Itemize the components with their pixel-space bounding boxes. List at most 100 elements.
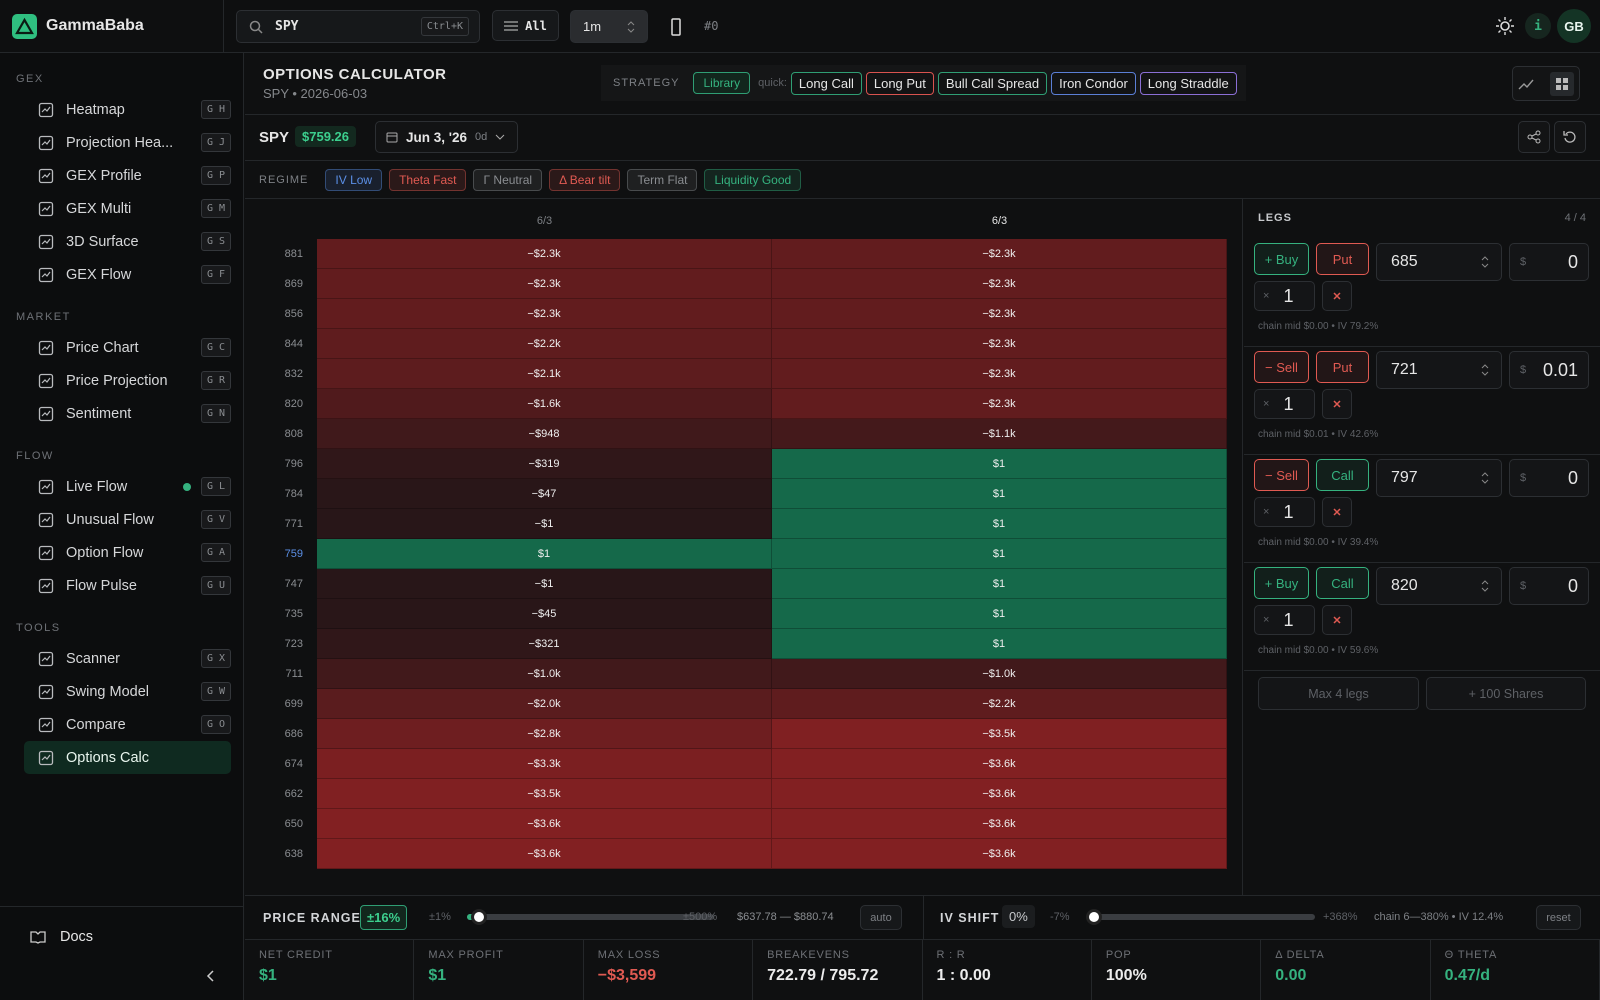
strike-label: 832 bbox=[284, 368, 303, 380]
leg-strike[interactable]: 797 bbox=[1376, 459, 1502, 497]
nav-item[interactable]: Projection Hea... G J bbox=[24, 126, 231, 159]
nav-item[interactable]: Price Projection G R bbox=[24, 364, 231, 397]
share-button[interactable] bbox=[1518, 121, 1550, 153]
heatmap-row: 759 $1 $1 bbox=[245, 539, 1239, 569]
leg-type[interactable]: Put bbox=[1316, 243, 1369, 275]
strike-label: 820 bbox=[284, 398, 303, 410]
docs-link[interactable]: Docs bbox=[30, 929, 93, 945]
nav-item[interactable]: GEX Multi G M bbox=[24, 192, 231, 225]
nav-icon bbox=[38, 201, 54, 216]
docs-icon bbox=[30, 931, 46, 944]
leg-type[interactable]: Put bbox=[1316, 351, 1369, 383]
price-prefix: $ bbox=[1520, 472, 1527, 484]
leg-price[interactable]: $0 bbox=[1509, 459, 1589, 497]
nav-item[interactable]: Live Flow G L bbox=[24, 470, 231, 503]
interval-select[interactable]: 1m bbox=[570, 10, 648, 43]
library-button[interactable]: Library bbox=[693, 72, 751, 94]
quick-strategy[interactable]: Bull Call Spread bbox=[937, 71, 1048, 95]
search-text: SPY bbox=[275, 19, 299, 34]
nav-item[interactable]: Option Flow G A bbox=[24, 536, 231, 569]
quick-strategy[interactable]: Long Call bbox=[790, 71, 862, 95]
stepper-icon bbox=[1481, 364, 1489, 376]
nav-item[interactable]: 3D Surface G S bbox=[24, 225, 231, 258]
nav-item[interactable]: GEX Profile G P bbox=[24, 159, 231, 192]
leg-qty[interactable]: × 1 bbox=[1254, 605, 1315, 635]
nav-icon bbox=[38, 545, 54, 560]
iv-shift-info: chain 6—380% • IV 12.4% bbox=[1374, 911, 1504, 923]
nav-icon bbox=[38, 578, 54, 593]
heatmap-cell: −$2.2k bbox=[772, 689, 1227, 719]
slider-knob[interactable] bbox=[471, 909, 487, 925]
remove-leg[interactable] bbox=[1322, 605, 1352, 635]
stat: Θ THETA 0.47/d bbox=[1431, 940, 1600, 1000]
stat-value: 0.00 bbox=[1275, 967, 1307, 984]
auto-button[interactable]: auto bbox=[860, 905, 902, 930]
nav-icon bbox=[38, 135, 54, 150]
quick-strategy[interactable]: Long Put bbox=[865, 71, 934, 95]
leg-side[interactable]: − Sell bbox=[1254, 459, 1309, 491]
slider-knob[interactable] bbox=[1086, 909, 1102, 925]
leg-price[interactable]: $0.01 bbox=[1509, 351, 1589, 389]
price-value: 0 bbox=[1567, 467, 1578, 488]
nav-item[interactable]: Scanner G X bbox=[24, 642, 231, 675]
expiry-select[interactable]: Jun 3, '26 0d bbox=[375, 121, 518, 153]
legs-count: 4 / 4 bbox=[1564, 212, 1586, 224]
remove-icon bbox=[1333, 292, 1341, 300]
max-legs-button[interactable]: Max 4 legs bbox=[1258, 677, 1419, 710]
leg-strike[interactable]: 820 bbox=[1376, 567, 1502, 605]
add-shares-button[interactable]: + 100 Shares bbox=[1426, 677, 1586, 710]
quick-strategy[interactable]: Iron Condor bbox=[1051, 71, 1136, 95]
reset-button[interactable] bbox=[1554, 121, 1586, 153]
nav-icon bbox=[38, 684, 54, 700]
heatmap-cell: −$45 bbox=[317, 599, 772, 629]
search-box[interactable]: SPY Ctrl+K bbox=[236, 10, 480, 43]
nav-item[interactable]: Heatmap G H bbox=[24, 93, 231, 126]
leg-qty[interactable]: × 1 bbox=[1254, 497, 1315, 527]
reset-iv-button[interactable]: reset bbox=[1536, 905, 1581, 930]
qty-prefix: × bbox=[1263, 614, 1270, 626]
nav-shortcut: G H bbox=[200, 100, 231, 119]
avatar[interactable]: GB bbox=[1557, 9, 1591, 43]
chart-view[interactable] bbox=[1518, 78, 1534, 90]
price-range-slider[interactable] bbox=[467, 909, 714, 925]
stat: MAX LOSS −$3,599 bbox=[584, 940, 754, 1000]
nav-item[interactable]: Compare G O bbox=[24, 708, 231, 741]
iv-shift-slider[interactable] bbox=[1086, 909, 1315, 925]
nav-item[interactable]: GEX Flow G F bbox=[24, 258, 231, 291]
leg-price[interactable]: $0 bbox=[1509, 243, 1589, 281]
leg-strike[interactable]: 721 bbox=[1376, 351, 1502, 389]
heatmap-cell: −$3.6k bbox=[772, 779, 1227, 809]
stat: BREAKEVENS 722.79 / 795.72 bbox=[753, 940, 923, 1000]
stepper bbox=[1481, 364, 1489, 376]
filter-button[interactable]: All bbox=[492, 10, 559, 41]
nav-item[interactable]: Price Chart G C bbox=[24, 331, 231, 364]
collapse-button[interactable] bbox=[206, 969, 216, 983]
nav-item[interactable]: Sentiment G N bbox=[24, 397, 231, 430]
heatmap-cell: −$3.6k bbox=[772, 839, 1227, 869]
leg-qty[interactable]: × 1 bbox=[1254, 281, 1315, 311]
nav-icon bbox=[38, 340, 54, 356]
quick-strategy[interactable]: Long Straddle bbox=[1139, 71, 1237, 95]
leg-strike[interactable]: 685 bbox=[1376, 243, 1502, 281]
leg-side[interactable]: + Buy bbox=[1254, 243, 1309, 275]
info-button[interactable]: i bbox=[1525, 13, 1551, 39]
layout-icon[interactable] bbox=[671, 18, 681, 36]
nav-item[interactable]: Unusual Flow G V bbox=[24, 503, 231, 536]
nav-item[interactable]: Swing Model G W bbox=[24, 675, 231, 708]
leg-price[interactable]: $0 bbox=[1509, 567, 1589, 605]
leg-side[interactable]: + Buy bbox=[1254, 567, 1309, 599]
leg-type[interactable]: Call bbox=[1316, 567, 1369, 599]
leg-side[interactable]: − Sell bbox=[1254, 351, 1309, 383]
remove-leg[interactable] bbox=[1322, 389, 1352, 419]
divider bbox=[0, 906, 243, 907]
theme-toggle[interactable] bbox=[1495, 16, 1515, 36]
stat: R : R 1 : 0.00 bbox=[923, 940, 1092, 1000]
remove-leg[interactable] bbox=[1322, 497, 1352, 527]
nav-icon bbox=[38, 267, 54, 283]
leg-qty[interactable]: × 1 bbox=[1254, 389, 1315, 419]
remove-leg[interactable] bbox=[1322, 281, 1352, 311]
nav-item[interactable]: Flow Pulse G U bbox=[24, 569, 231, 602]
nav-item[interactable]: Options Calc bbox=[24, 741, 231, 774]
leg-type[interactable]: Call bbox=[1316, 459, 1369, 491]
grid-view[interactable] bbox=[1550, 71, 1574, 96]
